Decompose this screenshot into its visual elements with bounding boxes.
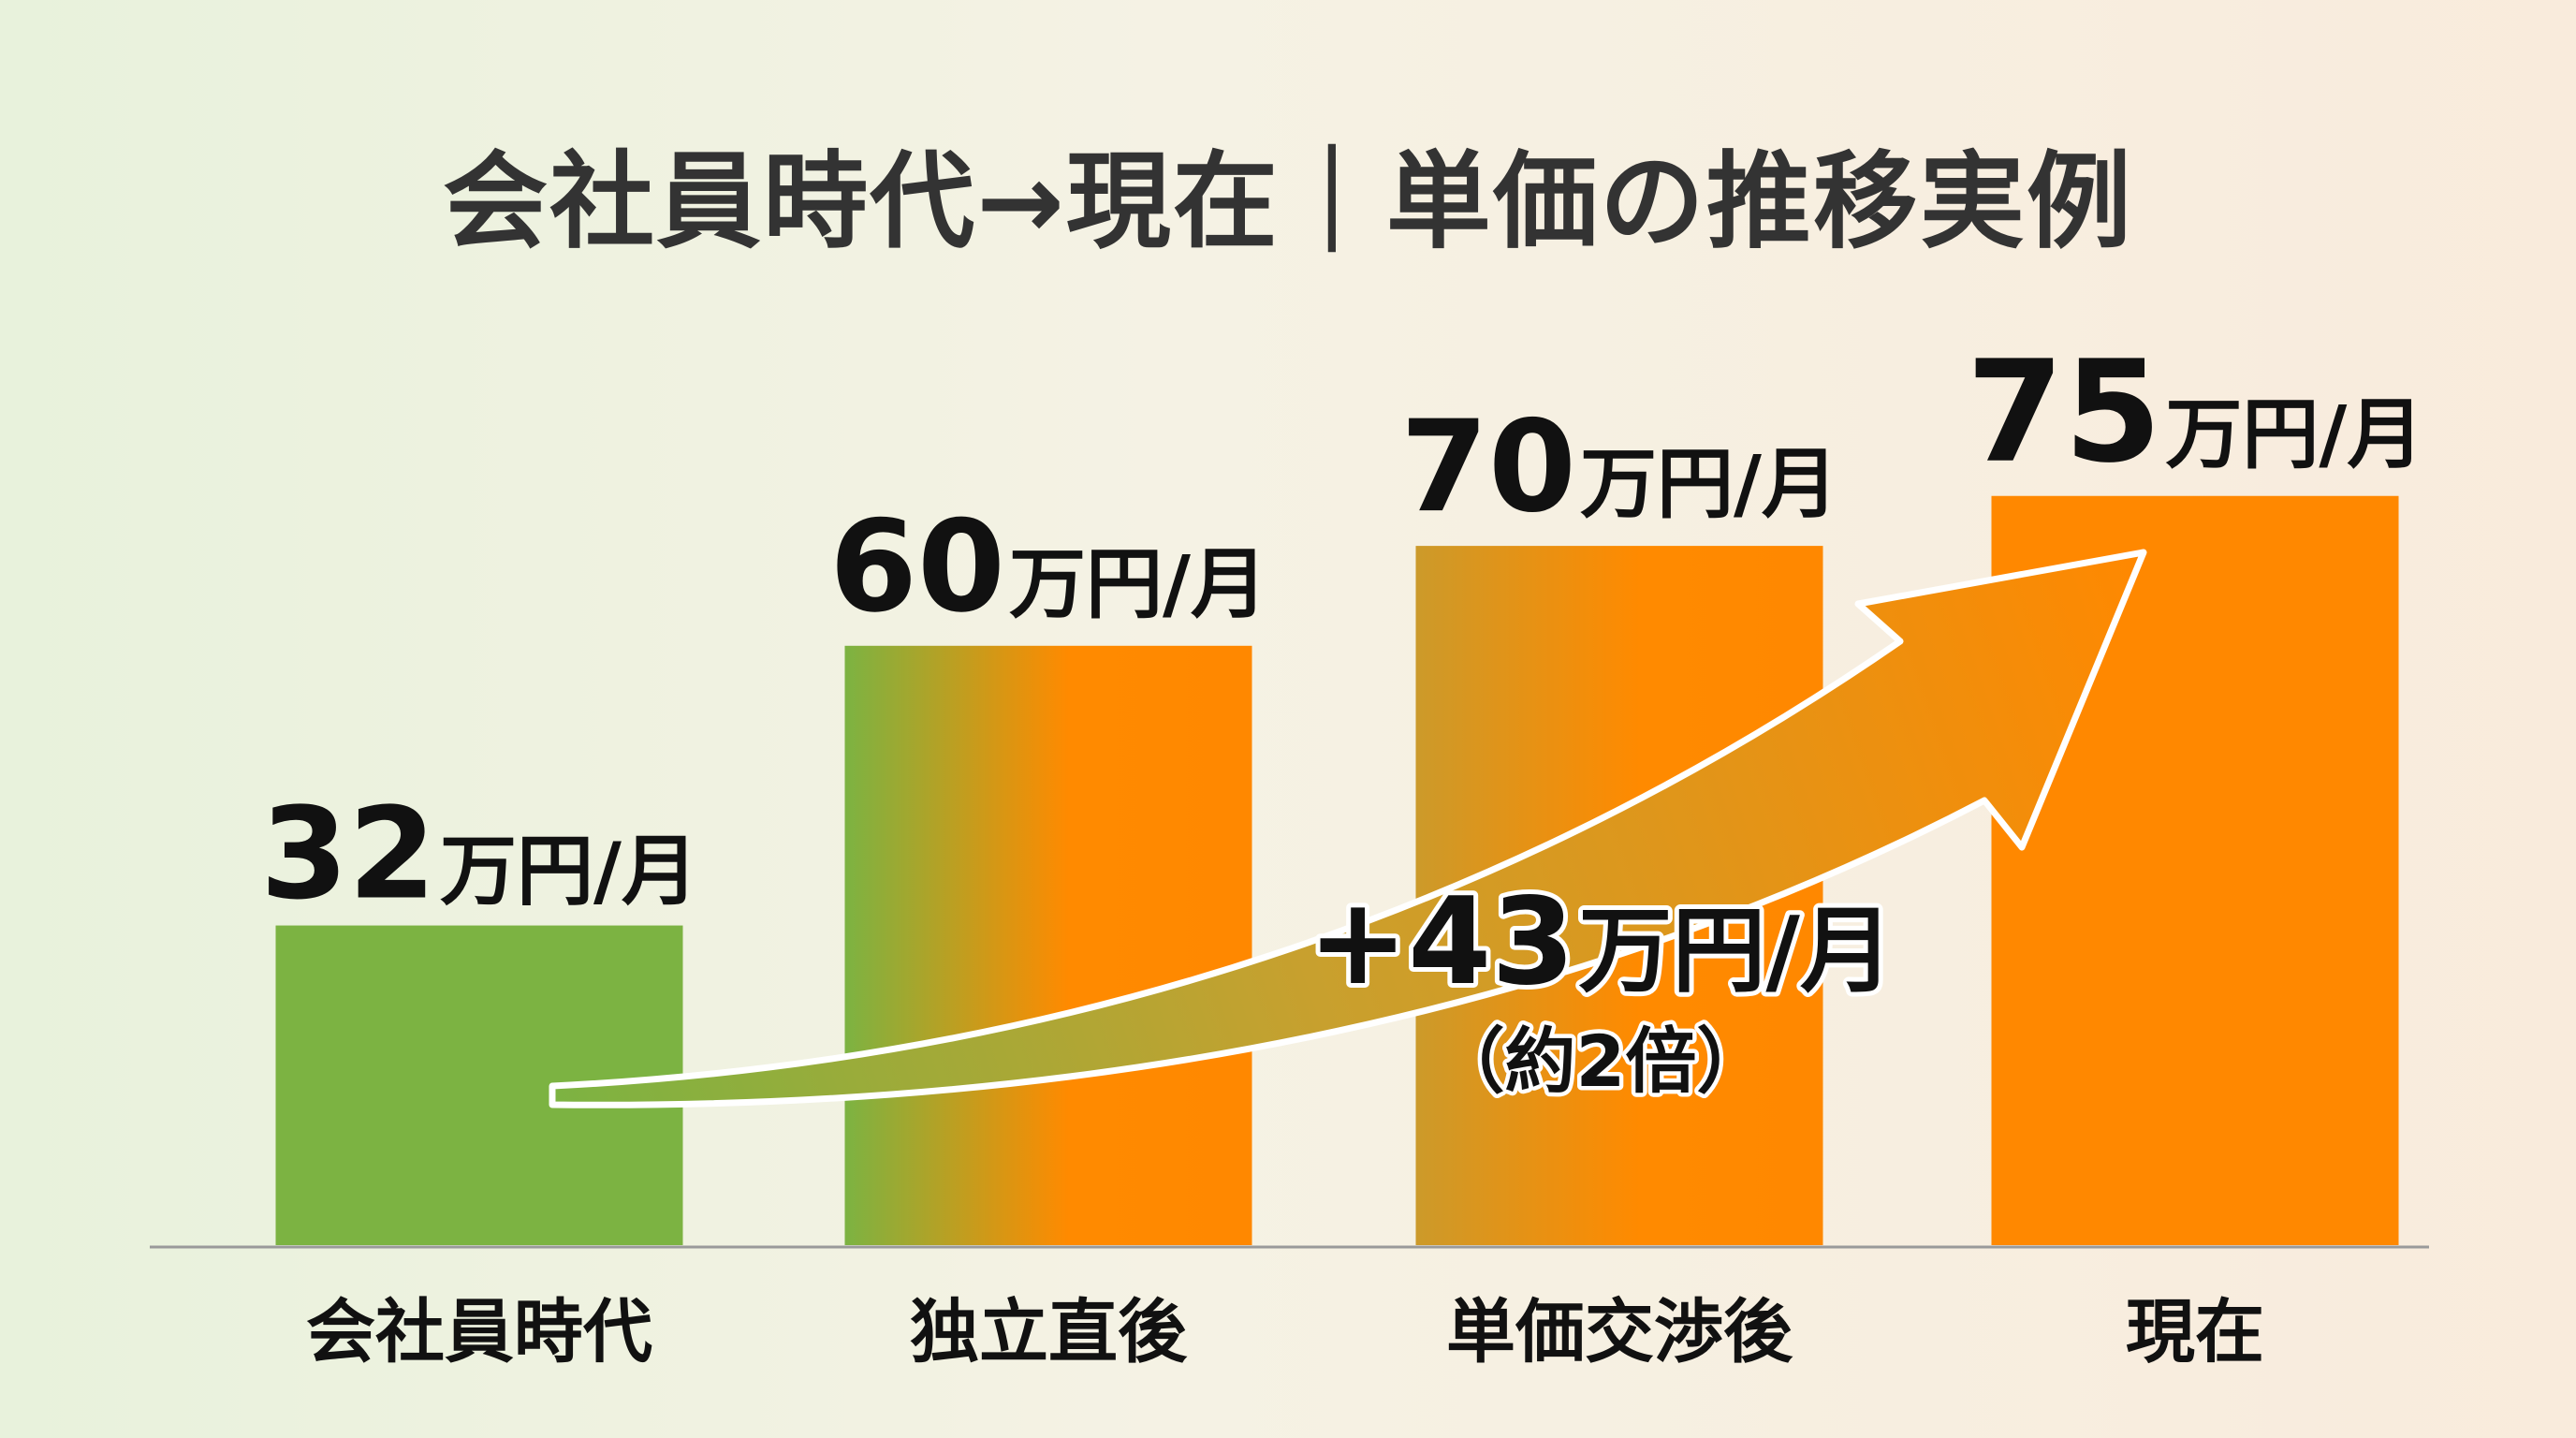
bar-1-value-unit: 万円/月 — [440, 828, 698, 917]
bar-2-value-label: 60万円/月 — [829, 493, 1267, 640]
chart-title: 会社員時代→現在｜単価の推移実例 — [443, 141, 2133, 263]
bar-3-value-unit: 万円/月 — [1580, 440, 1838, 529]
growth-annotation: +43万円/月 — [1308, 873, 1894, 1012]
category-label-2: 独立直後 — [910, 1292, 1188, 1372]
growth-annotation-note: （約2倍） — [1434, 1020, 1768, 1103]
annotation-layer: +43万円/月（約2倍） — [1303, 868, 1898, 1108]
category-label-3: 単価交渉後 — [1446, 1292, 1793, 1372]
bar-4-value-number: 75 — [1967, 331, 2162, 494]
growth-arrow — [549, 549, 2147, 1108]
bar-3-value-number: 70 — [1400, 393, 1576, 540]
category-label-1: 会社員時代 — [306, 1292, 652, 1372]
bar-2-value-number: 60 — [829, 493, 1005, 640]
bar-2 — [844, 645, 1252, 1245]
bar-4-value-label: 75万円/月 — [1967, 331, 2424, 494]
bar-1-value-label: 32万円/月 — [260, 781, 698, 928]
growth-annotation-unit: 万円/月 — [1578, 896, 1894, 1005]
bar-1-value-number: 32 — [260, 781, 436, 928]
bars-layer — [275, 495, 2399, 1245]
category-label-4: 現在 — [2126, 1292, 2264, 1372]
bar-3-value-label: 70万円/月 — [1400, 393, 1838, 540]
bar-2-value-unit: 万円/月 — [1009, 540, 1267, 629]
bar-4-value-unit: 万円/月 — [2165, 390, 2423, 479]
growth-annotation-number: +43 — [1308, 873, 1574, 1012]
